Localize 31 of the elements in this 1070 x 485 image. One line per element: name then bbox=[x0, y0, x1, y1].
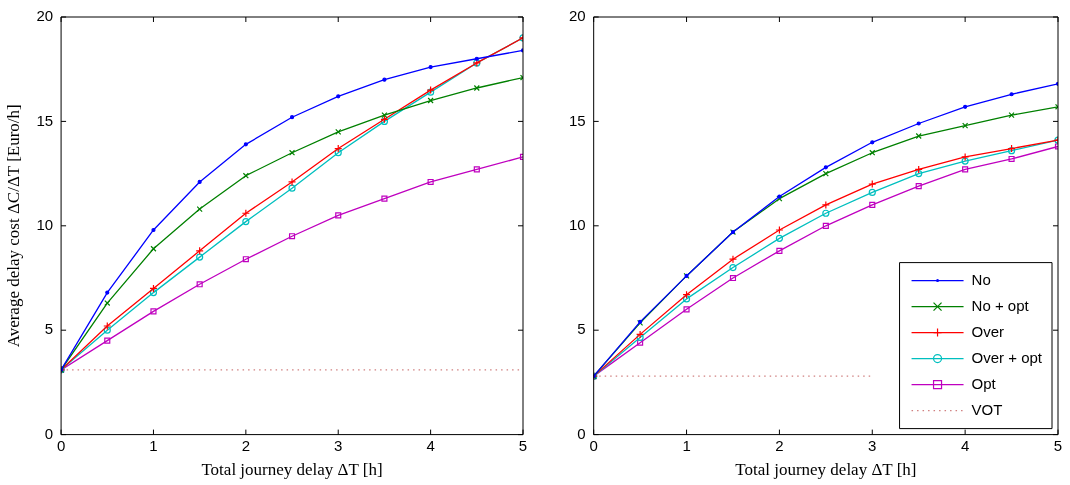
x-tick-label: 2 bbox=[241, 436, 251, 454]
x-axis-title: Total journey delay ΔT [h] bbox=[735, 460, 917, 480]
legend-label: No + opt bbox=[971, 296, 1030, 314]
y-tick-label: 0 bbox=[44, 424, 54, 442]
x-tick-label: 4 bbox=[426, 436, 435, 454]
y-tick-label: 20 bbox=[36, 7, 54, 25]
y-tick-label: 5 bbox=[577, 320, 586, 338]
y-tick-label: 10 bbox=[569, 215, 586, 233]
y-tick-label: 15 bbox=[36, 111, 54, 129]
legend-label: Opt bbox=[971, 374, 997, 392]
x-axis-title: Total journey delay ΔT [h] bbox=[201, 460, 383, 480]
y-tick-label: 0 bbox=[577, 424, 586, 442]
x-tick-label: 0 bbox=[589, 436, 598, 454]
x-tick-label: 5 bbox=[518, 436, 528, 454]
x-tick-label: 5 bbox=[1053, 436, 1063, 454]
x-tick-label: 1 bbox=[149, 436, 158, 454]
x-tick-label: 3 bbox=[334, 436, 343, 454]
x-tick-label: 3 bbox=[868, 436, 877, 454]
x-tick-label: 1 bbox=[682, 436, 691, 454]
legend-label: Over bbox=[971, 322, 1005, 340]
y-tick-label: 20 bbox=[569, 7, 586, 25]
y-axis-title: Average delay cost ΔC/ΔT [Euro/h] bbox=[3, 104, 23, 348]
x-tick-label: 0 bbox=[56, 436, 66, 454]
x-tick-label: 2 bbox=[775, 436, 784, 454]
x-tick-label: 4 bbox=[960, 436, 970, 454]
legend-label: No bbox=[971, 270, 991, 288]
legend-label: Over + opt bbox=[971, 348, 1043, 366]
y-tick-label: 5 bbox=[44, 320, 54, 338]
legend-label: VOT bbox=[971, 400, 1003, 418]
y-tick-label: 15 bbox=[569, 111, 586, 129]
y-tick-label: 10 bbox=[36, 215, 54, 233]
